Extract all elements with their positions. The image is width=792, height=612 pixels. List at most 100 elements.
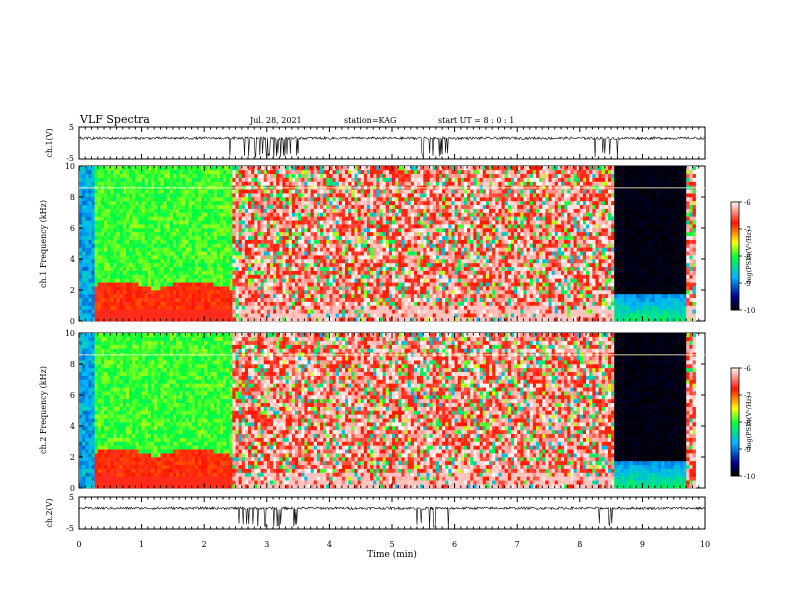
spectrogram-cell [235,243,239,248]
spectrogram-cell [285,235,290,240]
spectrogram-cell [194,208,199,213]
spectrogram-cell [357,282,361,287]
spectrogram-cell [282,212,286,217]
spectrogram-cell [392,212,396,217]
spectrogram-cell [382,305,387,310]
spectrogram-cell [273,216,277,221]
spectrogram-cell [266,169,271,175]
spectrogram-cell [338,235,343,240]
spectrogram-cell [338,181,343,186]
spectrogram-cell [385,243,390,248]
spectrogram-cell [273,282,277,287]
spectrogram-cell [451,239,455,244]
spectrogram-cell [160,251,164,256]
spectrogram-cell [413,239,418,244]
spectrogram-cell [244,166,249,171]
spectrogram-cell [276,204,280,209]
spectrogram-cell [276,286,280,291]
spectrogram-cell [423,259,427,264]
spectrogram-cell [125,181,130,186]
spectrogram-cell [370,286,374,291]
spectrogram-cell [113,255,117,260]
spectrogram-cell [125,247,130,252]
spectrogram-cell [88,216,92,221]
spectrogram-cell [219,305,224,310]
spectrogram-cell [379,189,383,194]
spectrogram-cell [97,313,102,318]
spectrogram-cell [141,243,146,248]
spectrogram-cell [260,247,264,252]
spectrogram-cell [104,197,108,202]
spectrogram-cell [191,231,196,237]
spectrogram-cell [429,297,433,302]
spectrogram-cell [388,204,393,209]
spectrogram-cell [298,266,302,271]
spectrogram-cell [407,282,412,287]
spectrogram-cell [429,216,433,221]
spectrogram-cell [132,293,136,299]
spectrogram-cell [188,166,192,171]
spectrogram-cell [176,251,180,256]
spectrogram-cell [163,228,167,233]
spectrogram-cell [191,282,196,287]
spectrogram-cell [388,313,393,318]
spectrogram-cell [366,313,371,318]
spectrogram-cell [219,297,224,302]
spectrogram-cell [201,166,205,171]
spectrogram-cell [376,278,380,283]
spectrogram-cell [326,235,330,240]
spectrogram-cell [348,224,352,229]
spectrogram-cell [122,216,127,221]
spectrogram-cell [238,290,243,295]
spectrogram-cell [410,197,415,202]
spectrogram-cell [457,317,462,322]
spectrogram-cell [97,197,102,202]
spectrogram-cell [457,181,462,186]
spectrogram-cell [417,247,421,252]
spectrogram-cell [294,204,299,209]
spectrogram-cell [382,270,387,275]
spectrogram-cell [401,239,405,244]
spectrogram-cell [169,290,174,295]
spectrogram-cell [244,313,249,318]
spectrogram-cell [373,317,377,322]
spectrogram-cell [276,193,280,198]
spectrogram-cell [160,247,164,252]
spectrogram-cell [366,259,371,264]
spectrogram-cell [147,224,152,229]
spectrogram-cell [238,208,243,213]
spectrogram-cell [294,255,299,260]
spectrogram-cell [169,255,174,260]
spectrogram-cell [429,266,433,271]
spectrogram-cell [395,235,399,240]
spectrogram-cell [104,290,108,295]
spectrogram-cell [382,166,387,171]
spectrogram-cell [129,301,133,306]
spectrogram-cell [238,313,243,318]
spectrogram-cell [254,239,258,244]
spectrogram-cell [204,251,208,256]
spectrogram-cell [348,251,352,256]
spectrogram-cell [116,197,120,202]
spectrogram-cell [257,239,261,244]
spectrogram-cell [207,251,211,256]
spectrogram-cell [404,231,408,237]
spectrogram-cell [354,259,358,264]
spectrogram-cell [122,282,127,287]
spectrogram-cell [385,216,390,221]
spectrogram-cell [176,181,180,186]
spectrogram-cell [119,193,124,198]
spectrogram-cell [454,247,459,252]
spectrogram-cell [404,251,408,256]
spectrogram-cell [122,278,127,283]
spectrogram-cell [320,173,324,178]
spectrogram-cell [172,166,177,171]
spectrogram-cell [335,228,340,233]
spectrogram-cell [248,282,252,287]
spectrogram-cell [88,313,92,318]
spectrogram-cell [463,274,468,279]
spectrogram-cell [207,297,211,302]
spectrogram-cell [382,243,387,248]
spectrogram-cell [338,231,343,237]
spectrogram-cell [113,224,117,229]
